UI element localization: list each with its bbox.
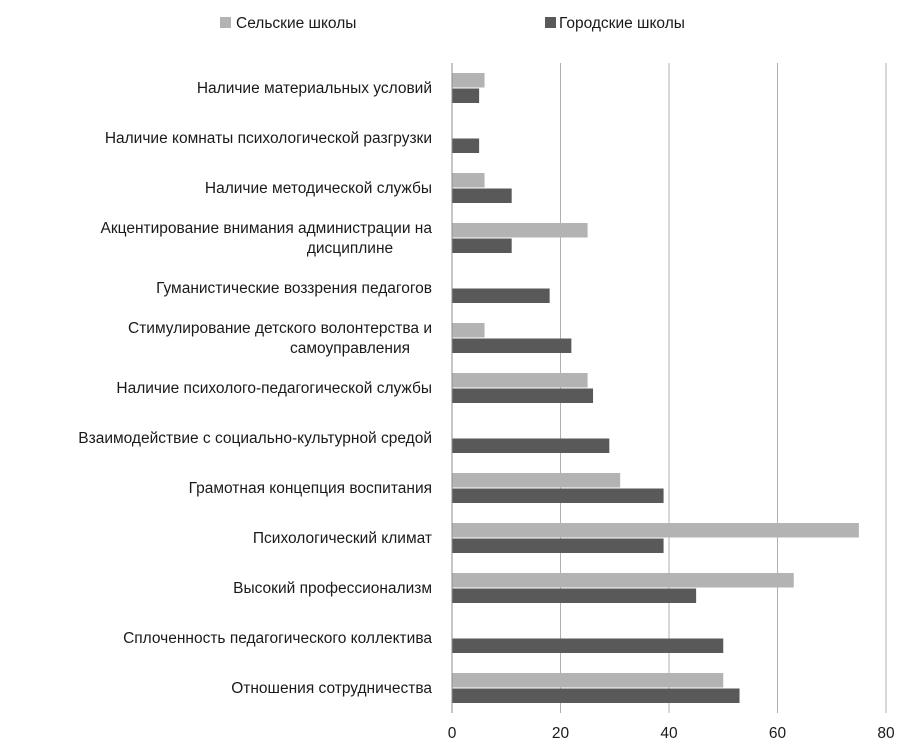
category-label: Отношения сотрудничества [231,680,432,697]
category-label: Взаимодействие с социально-культурной ср… [78,430,432,447]
legend-swatch-rural [220,17,231,28]
bar-rural [452,323,485,338]
category-label: Высокий профессионализм [233,580,432,597]
category-label: Психологический климат [253,530,432,547]
bar-rural [452,573,794,588]
bar-rural [452,373,588,388]
legend: Сельские школы Городские школы [220,15,685,32]
bar-urban [452,638,724,653]
x-tick-label: 80 [877,725,895,742]
legend-label-urban: Городские школы [559,15,685,32]
bar-urban [452,138,480,153]
bar-urban [452,438,610,453]
legend-label-rural: Сельские школы [236,15,356,32]
bar-urban [452,688,740,703]
bar-urban [452,338,572,353]
bar-rural [452,473,621,488]
bar-rural [452,523,859,538]
bar-urban [452,388,594,403]
category-label: дисциплине [307,240,393,257]
bar-urban [452,588,697,603]
gridlines [560,63,887,713]
category-label: Наличие материальных условий [197,80,432,97]
category-label: Наличие комнаты психологической разгрузк… [105,130,432,147]
bar-urban [452,538,664,553]
x-tick-label: 40 [660,725,678,742]
bar-rural [452,223,588,238]
x-tick-label: 20 [552,725,570,742]
category-labels: Наличие материальных условий Наличие комн… [78,80,432,697]
bar-rural [452,673,724,688]
x-tick-label: 60 [769,725,787,742]
bars [452,73,859,703]
bar-rural [452,173,485,188]
bar-rural [452,73,485,88]
category-label: Наличие методической службы [205,180,432,197]
category-label: Грамотная концепция воспитания [189,480,432,497]
bar-urban [452,488,664,503]
x-axis-ticks: 0 20 40 60 80 [448,725,895,742]
category-label: Стимулирование детского волонтерства и [128,320,432,337]
category-label: самоуправления [290,340,410,357]
bar-urban [452,188,512,203]
category-label: Наличие психолого-педагогической службы [116,380,432,397]
category-label: Сплоченность педагогического коллектива [123,630,432,647]
legend-swatch-urban [545,17,556,28]
x-tick-label: 0 [448,725,457,742]
category-label: Акцентирование внимания администрации на [101,220,433,237]
bar-urban [452,288,550,303]
bar-urban [452,88,480,103]
category-label: Гуманистические воззрения педагогов [156,280,432,297]
bar-urban [452,238,512,253]
